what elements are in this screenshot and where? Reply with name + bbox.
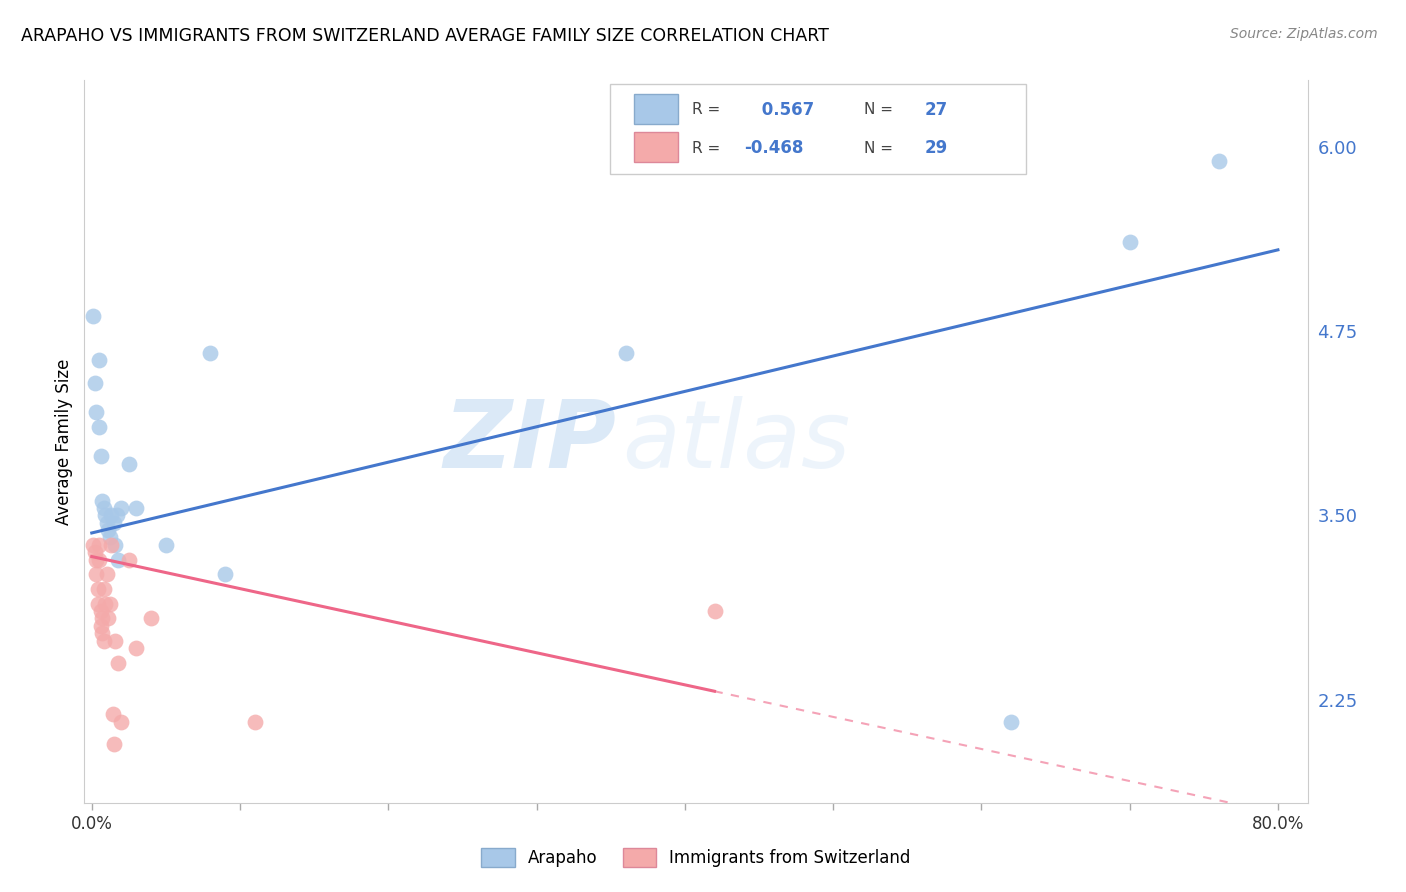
Text: Source: ZipAtlas.com: Source: ZipAtlas.com [1230, 27, 1378, 41]
Point [155, 538, 177, 552]
Point [125, 640, 148, 655]
FancyBboxPatch shape [610, 84, 1026, 174]
Text: atlas: atlas [623, 396, 851, 487]
Point [118, 552, 141, 566]
Point [107, 656, 129, 670]
Legend: Arapaho, Immigrants from Switzerland: Arapaho, Immigrants from Switzerland [475, 841, 917, 874]
Point [1118, 235, 1140, 250]
Text: -0.468: -0.468 [744, 139, 803, 157]
Y-axis label: Average Family Size: Average Family Size [55, 359, 73, 524]
Point [91, 493, 114, 508]
Point [101, 707, 124, 722]
Point [110, 714, 132, 729]
Point [82, 538, 104, 552]
Point [200, 346, 222, 360]
Point [89, 353, 111, 368]
FancyBboxPatch shape [634, 132, 678, 162]
Point [125, 500, 148, 515]
Point [96, 567, 118, 582]
Text: N =: N = [863, 103, 893, 118]
Point [103, 737, 125, 751]
Point [91, 626, 114, 640]
Point [98, 597, 121, 611]
Text: 29: 29 [925, 139, 948, 157]
Point [93, 500, 115, 515]
Point [86, 597, 108, 611]
Point [89, 552, 111, 566]
Point [94, 508, 117, 523]
Point [1000, 714, 1022, 729]
Point [110, 500, 132, 515]
Point [614, 346, 637, 360]
Point [96, 516, 118, 530]
Point [118, 457, 141, 471]
Point [103, 516, 125, 530]
Point [86, 582, 108, 596]
Point [98, 530, 121, 544]
Point [107, 552, 129, 566]
Text: 0.567: 0.567 [756, 101, 814, 119]
Point [100, 538, 122, 552]
Point [97, 611, 120, 625]
Point [104, 633, 127, 648]
Point [83, 545, 105, 559]
Point [100, 508, 122, 523]
Point [83, 376, 105, 390]
Text: ARAPAHO VS IMMIGRANTS FROM SWITZERLAND AVERAGE FAMILY SIZE CORRELATION CHART: ARAPAHO VS IMMIGRANTS FROM SWITZERLAND A… [21, 27, 830, 45]
Point [703, 604, 725, 618]
Point [84, 405, 107, 419]
Point [243, 714, 266, 729]
Point [93, 633, 115, 648]
Point [89, 419, 111, 434]
Point [94, 597, 117, 611]
Point [1208, 154, 1230, 169]
Point [84, 552, 107, 566]
Text: ZIP: ZIP [443, 395, 616, 488]
FancyBboxPatch shape [634, 94, 678, 124]
Text: N =: N = [863, 141, 893, 156]
Point [90, 450, 112, 464]
Point [214, 567, 236, 582]
Point [139, 611, 162, 625]
Point [90, 619, 112, 633]
Point [90, 604, 112, 618]
Text: R =: R = [692, 141, 720, 156]
Point [105, 508, 128, 523]
Point [84, 567, 107, 582]
Point [89, 538, 111, 552]
Point [82, 309, 104, 323]
Point [91, 611, 114, 625]
Point [97, 523, 120, 537]
Point [93, 582, 115, 596]
Text: 27: 27 [925, 101, 948, 119]
Point [104, 538, 127, 552]
Text: R =: R = [692, 103, 720, 118]
